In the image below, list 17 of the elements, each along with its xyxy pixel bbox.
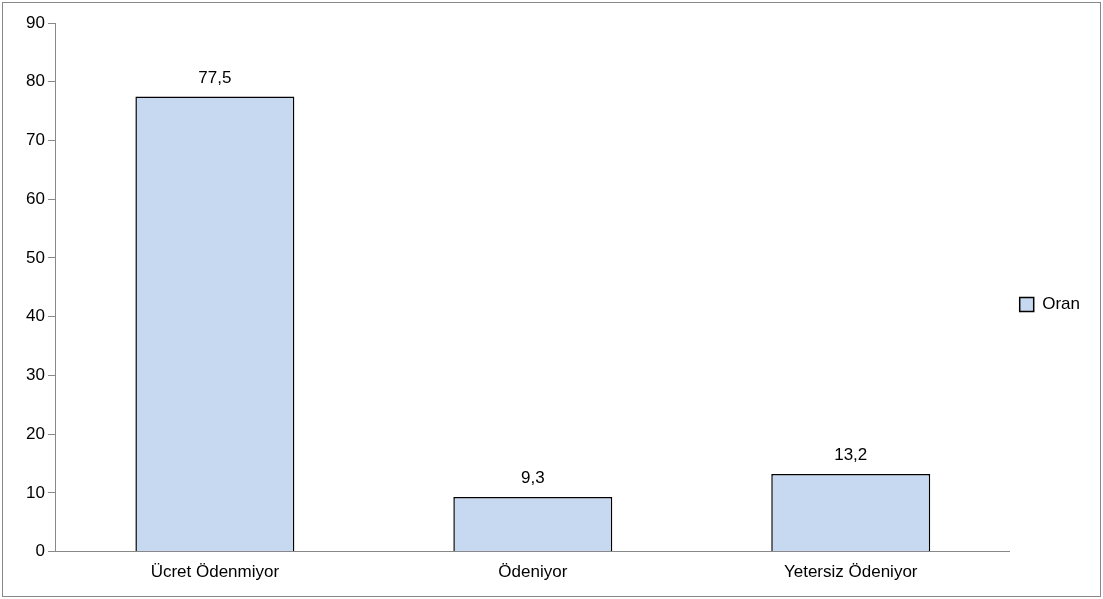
x-tick-label: Yetersiz Ödeniyor	[783, 562, 918, 582]
y-tick-label: 10	[25, 482, 45, 502]
y-tick-label: 30	[25, 365, 45, 385]
y-tick-label: 50	[25, 247, 45, 267]
y-tick-label: 40	[25, 306, 45, 326]
y-tick-label: 20	[25, 423, 45, 443]
y-tick-label: 60	[25, 188, 45, 208]
data-label: 9,3	[520, 468, 545, 488]
y-tick-label: 70	[25, 130, 45, 150]
data-label: 77,5	[198, 67, 232, 87]
y-tick-label: 90	[25, 12, 45, 32]
x-tick-label: Ücret Ödenmiyor	[150, 562, 280, 582]
legend-label: Oran	[1042, 294, 1080, 314]
y-tick-label: 80	[25, 71, 45, 91]
y-tick-label: 0	[35, 541, 45, 561]
x-tick-label: Ödeniyor	[498, 562, 568, 582]
data-label: 13,2	[834, 445, 868, 465]
